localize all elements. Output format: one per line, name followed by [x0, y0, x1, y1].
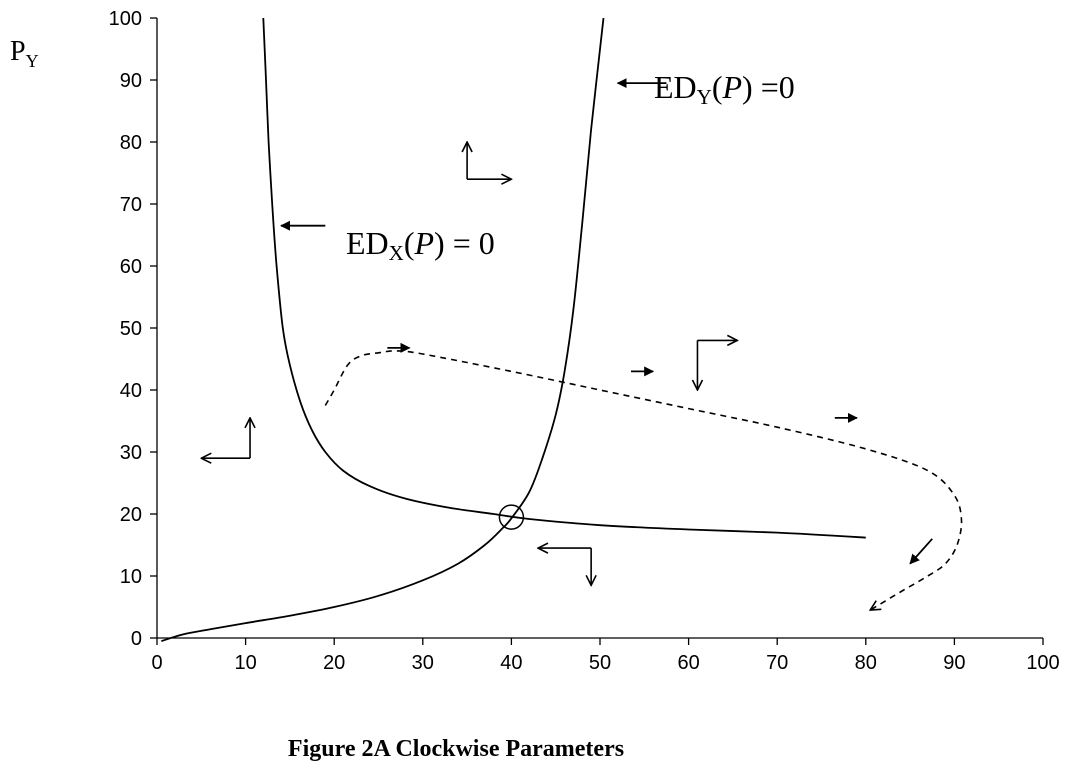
flow-arrow [909, 538, 933, 565]
y-tick-label: 0 [131, 628, 142, 650]
y-axis-label-main: P [10, 36, 26, 67]
y-axis-label: PY [10, 36, 39, 71]
curves [161, 17, 963, 642]
svg-text:PY: PY [10, 36, 39, 71]
ed-x-curve [262, 17, 866, 539]
y-tick-label: 30 [120, 442, 142, 464]
figure-caption: Figure 2A Clockwise Parameters [287, 736, 625, 762]
annotations [201, 78, 933, 585]
y-axis-label-sub: Y [26, 51, 39, 71]
x-tick-label: 70 [766, 652, 788, 674]
y-tick-label: 60 [120, 256, 142, 278]
y-tick-label: 10 [120, 566, 142, 588]
ed-x-label: EDX(P) = 0 [346, 225, 495, 265]
x-tick-label: 60 [677, 652, 699, 674]
x-tick-label: 50 [589, 652, 611, 674]
y-tick-label: 40 [120, 380, 142, 402]
x-tick-label: 10 [234, 652, 256, 674]
y-tick-label: 100 [109, 8, 142, 30]
y-tick-label: 90 [120, 70, 142, 92]
y-tick-label: 80 [120, 132, 142, 154]
x-tick-label: 80 [855, 652, 877, 674]
y-tick-label: 50 [120, 318, 142, 340]
x-tick-label: 90 [943, 652, 965, 674]
ed-y-curve [161, 17, 605, 642]
x-tick-label: 30 [412, 652, 434, 674]
x-tick-label: 40 [500, 652, 522, 674]
y-tick-label: 20 [120, 504, 142, 526]
adjustment-path [324, 350, 963, 610]
direction-arrows [538, 548, 591, 585]
chart: PY PX 0102030405060708090100010203040506… [10, 8, 1060, 674]
direction-arrows [697, 340, 737, 390]
curve-labels: EDY(P) =0 EDX(P) = 0 [346, 69, 795, 265]
x-tick-label: 0 [151, 652, 162, 674]
direction-arrows [467, 142, 511, 179]
x-tick-label: 100 [1026, 652, 1059, 674]
y-tick-label: 70 [120, 194, 142, 216]
direction-arrows [201, 418, 250, 458]
equilibrium-circle [498, 504, 525, 530]
axes: 0 10 20 30 40 50 60 70 80 90 100 0 10 20 30 40 50 60 70 80 9… [109, 8, 1060, 674]
x-tick-label: 20 [323, 652, 345, 674]
ed-y-label: EDY(P) =0 [654, 69, 795, 109]
